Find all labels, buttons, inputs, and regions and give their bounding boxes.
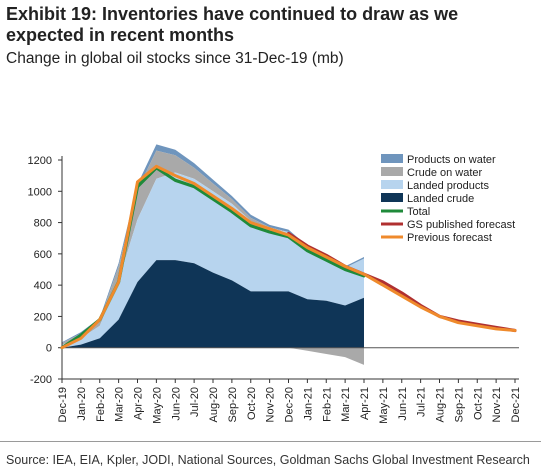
x-tick-label: Nov-21 [491,387,503,422]
y-tick-label: 600 [34,249,52,261]
legend-swatch-crude-on-water [381,167,403,176]
y-tick-label: 1000 [28,186,52,198]
x-tick-label: Jul-21 [416,387,428,417]
x-tick-label: Apr-21 [359,387,371,420]
x-tick-label: May-21 [378,387,390,424]
y-tick-label: 400 [34,280,52,292]
top-divider [0,441,541,442]
x-tick-label: Dec-19 [57,387,69,422]
y-tick-label: 1200 [28,155,52,167]
x-tick-label: Jan-21 [302,387,314,421]
line-series [60,164,517,350]
x-tick-label: Jun-21 [397,387,409,421]
area-landed-products [62,172,364,348]
area-crude-on-water-negative [62,347,364,365]
chart-canvas: -200 0 200 400 600 800 1000 1200 Dec-19 Jan-20 Feb… [28,144,522,424]
legend-label-total: Total [407,206,430,218]
x-tick-label: Dec-21 [510,387,522,422]
x-tick-label: Feb-21 [321,387,333,422]
x-tick-label: Oct-21 [472,387,484,420]
area-crude-on-water [62,150,364,345]
x-tick-label: Mar-20 [114,387,126,422]
y-tick-label: 800 [34,218,52,230]
legend-label-crude-on-water: Crude on water [407,167,483,179]
x-tick-label: Sep-20 [227,387,239,422]
x-tick-label: Nov-20 [265,387,277,422]
legend-label-landed-products: Landed products [407,180,489,192]
x-tick-label: Jun-20 [170,387,182,421]
legend-label-landed-crude: Landed crude [407,193,474,205]
chart-subtitle: Change in global oil stocks since 31-Dec… [6,50,344,67]
y-tick-label: 200 [34,311,52,323]
y-tick-label: -200 [30,374,52,386]
legend-label-products-on-water: Products on water [407,154,496,166]
legend-label-previous-forecast: Previous forecast [407,232,492,244]
x-tick-label: Aug-21 [435,387,447,422]
x-tick-label: Jan-20 [76,387,88,421]
line-previous-forecast [60,164,517,350]
source-note: Source: IEA, EIA, Kpler, JODI, National … [6,453,530,467]
x-tick-label: Apr-20 [133,387,145,420]
area-landed-crude [62,260,364,348]
y-tick-label: 0 [46,343,52,355]
x-tick-label: Feb-20 [95,387,107,422]
x-tick-label: Aug-20 [208,387,220,422]
axes: -200 0 200 400 600 800 1000 1200 Dec-19 Jan-20 Feb… [28,155,522,424]
chart-title: Exhibit 19: Inventories have continued t… [6,4,459,45]
x-tick-label: May-20 [151,387,163,424]
x-tick-label: Mar-21 [340,387,352,422]
x-tick-label: Oct-20 [246,387,258,420]
legend-swatch-products-on-water [381,154,403,163]
x-tick-label: Jul-20 [189,387,201,417]
x-tick-label: Dec-20 [284,387,296,422]
legend-swatch-landed-products [381,180,403,189]
legend-label-gs-published-forecast: GS published forecast [407,219,515,231]
x-tick-label: Sep-21 [453,387,465,422]
legend-swatch-landed-crude [381,193,403,202]
